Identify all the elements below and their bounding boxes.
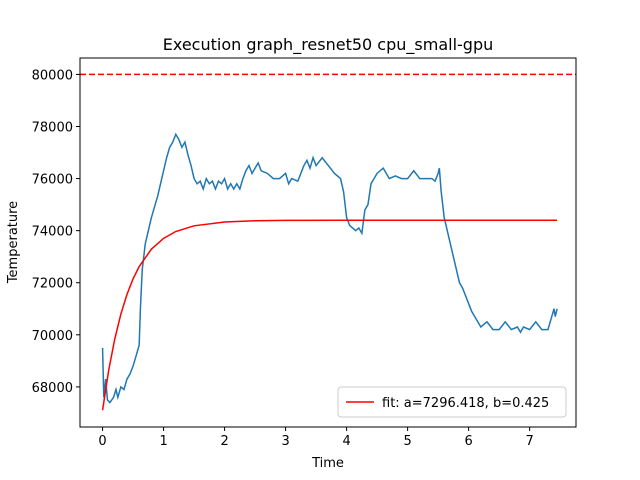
y-tick-label: 80000 <box>32 68 73 83</box>
axes-frame <box>79 57 577 428</box>
y-tick-label: 74000 <box>32 225 73 240</box>
y-tick-label: 78000 <box>32 120 73 135</box>
y-tick-label: 76000 <box>32 173 73 188</box>
x-tick-label: 7 <box>525 434 533 449</box>
series-line <box>101 219 558 411</box>
y-tick-label: 68000 <box>32 381 73 396</box>
legend-label: fit: a=7296.418, b=0.425 <box>382 396 549 411</box>
x-tick-label: 2 <box>220 434 228 449</box>
y-tick-label: 72000 <box>32 277 73 292</box>
x-tick-label: 3 <box>281 434 289 449</box>
y-tick-label: 70000 <box>32 329 73 344</box>
x-tick-label: 6 <box>464 434 472 449</box>
series-line <box>101 132 558 404</box>
legend-box <box>337 386 567 418</box>
x-tick-label: 1 <box>159 434 167 449</box>
x-tick-label: 0 <box>98 434 106 449</box>
y-axis-label: Temperature <box>6 201 21 284</box>
x-axis-label: Time <box>311 456 344 471</box>
x-tick-label: 5 <box>403 434 411 449</box>
chart-title: Execution graph_resnet50 cpu_small-gpu <box>163 35 493 55</box>
x-tick-label: 4 <box>342 434 350 449</box>
